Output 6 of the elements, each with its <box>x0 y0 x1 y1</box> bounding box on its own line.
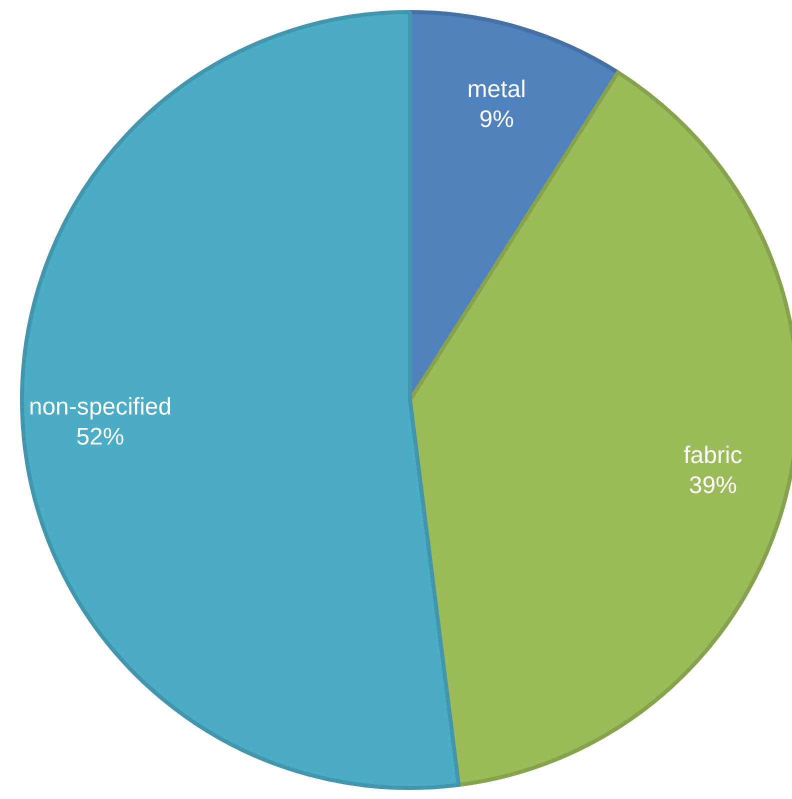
data-label: 39% <box>688 472 737 499</box>
data-label: 52% <box>76 424 124 451</box>
slice-label: non-specified <box>28 394 172 421</box>
slice-label: fabric <box>684 442 742 469</box>
data-label: 9% <box>479 106 514 134</box>
slice-label: metal <box>467 76 526 104</box>
